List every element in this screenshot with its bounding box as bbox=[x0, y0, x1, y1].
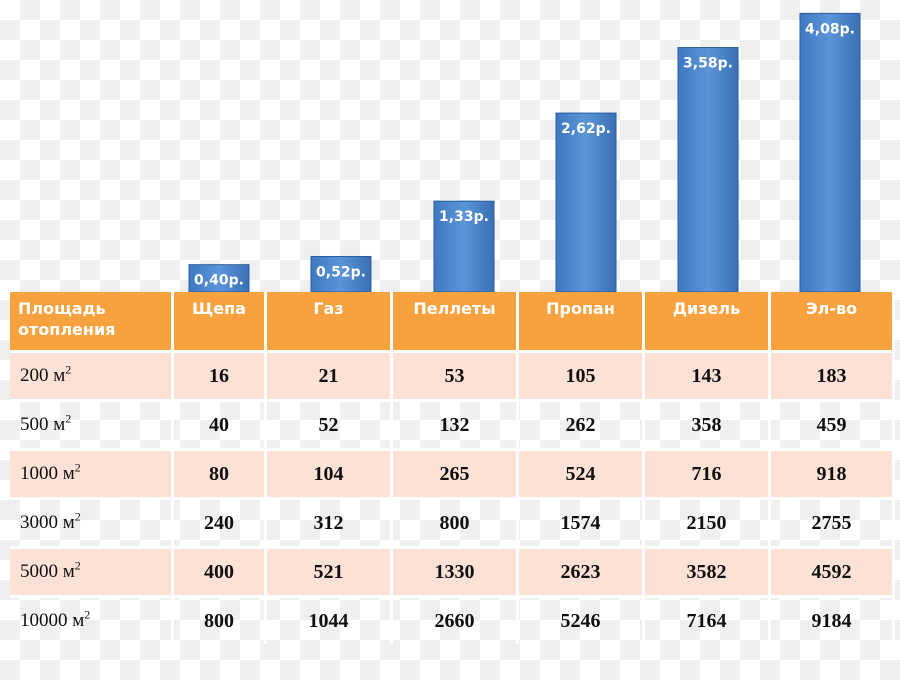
cost-cell: 262 bbox=[519, 399, 645, 448]
table-header-row: Площадь отопления Щепа Газ Пеллеты Пропан Ди… bbox=[10, 292, 895, 350]
cost-cell: 7164 bbox=[645, 595, 771, 644]
cost-cell: 1574 bbox=[519, 497, 645, 546]
cost-cell: 2660 bbox=[393, 595, 519, 644]
table-row: 200 м2 16 21 53 105 143 183 bbox=[10, 350, 895, 399]
bar-4 bbox=[555, 112, 617, 293]
cost-cell: 1330 bbox=[393, 546, 519, 595]
cost-cell: 524 bbox=[519, 448, 645, 497]
area-value: 10000 bbox=[20, 610, 73, 631]
area-value: 1000 bbox=[20, 463, 63, 484]
bar-value-label: 2,62р. bbox=[561, 121, 611, 137]
table-row: 500 м2 40 52 132 262 358 459 bbox=[10, 399, 895, 448]
cost-cell: 40 bbox=[174, 399, 267, 448]
cost-cell: 143 bbox=[645, 350, 771, 399]
cost-cell: 800 bbox=[174, 595, 267, 644]
area-unit: м bbox=[53, 365, 66, 386]
table-row: 10000 м2 800 1044 2660 5246 7164 9184 bbox=[10, 595, 895, 644]
cost-cell: 265 bbox=[393, 448, 519, 497]
cost-cell: 2755 bbox=[771, 497, 895, 546]
area-value: 500 bbox=[20, 414, 54, 435]
bar-chart: 0,40р. 0,52р. 1,33р. 2,62р. 3,58р. 4,08р. bbox=[188, 12, 861, 293]
bar-6 bbox=[799, 12, 861, 293]
area-unit: м bbox=[62, 512, 75, 533]
area-cell: 5000 м2 bbox=[10, 546, 174, 595]
cost-cell: 5246 bbox=[519, 595, 645, 644]
cost-cell: 104 bbox=[267, 448, 393, 497]
cost-cell: 358 bbox=[645, 399, 771, 448]
column-header: Газ bbox=[267, 292, 393, 350]
area-unit: м bbox=[62, 561, 75, 582]
area-unit: м bbox=[62, 463, 75, 484]
bar-value-label: 4,08р. bbox=[805, 21, 855, 37]
area-cell: 200 м2 bbox=[10, 350, 174, 399]
cost-cell: 2623 bbox=[519, 546, 645, 595]
cost-cell: 400 bbox=[174, 546, 267, 595]
area-cell: 3000 м2 bbox=[10, 497, 174, 546]
area-unit-exponent: 2 bbox=[65, 411, 72, 426]
area-cell: 500 м2 bbox=[10, 399, 174, 448]
bar-value-label: 3,58р. bbox=[683, 56, 733, 72]
cost-cell: 3582 bbox=[645, 546, 771, 595]
area-value: 200 bbox=[20, 365, 54, 386]
cost-cell: 132 bbox=[393, 399, 519, 448]
cost-cell: 52 bbox=[267, 399, 393, 448]
area-unit: м bbox=[53, 414, 66, 435]
bar-3 bbox=[433, 200, 495, 293]
bar-1 bbox=[188, 264, 250, 293]
cost-cell: 9184 bbox=[771, 595, 895, 644]
cost-cell: 105 bbox=[519, 350, 645, 399]
column-header: Дизель bbox=[645, 292, 771, 350]
area-value: 5000 bbox=[20, 561, 63, 582]
column-header: Пеллеты bbox=[393, 292, 519, 350]
area-cell: 1000 м2 bbox=[10, 448, 174, 497]
area-unit-exponent: 2 bbox=[74, 509, 81, 524]
table-row: 1000 м2 80 104 265 524 716 918 bbox=[10, 448, 895, 497]
cost-cell: 459 bbox=[771, 399, 895, 448]
cost-cell: 80 bbox=[174, 448, 267, 497]
cost-table: Площадь отопления Щепа Газ Пеллеты Пропан Ди… bbox=[10, 292, 895, 644]
bar-value-label: 1,33р. bbox=[439, 209, 489, 225]
column-header: Щепа bbox=[174, 292, 267, 350]
area-unit-exponent: 2 bbox=[84, 607, 91, 622]
cost-cell: 240 bbox=[174, 497, 267, 546]
cost-cell: 521 bbox=[267, 546, 393, 595]
area-unit-exponent: 2 bbox=[74, 558, 81, 573]
bar-value-label: 0,40р. bbox=[194, 273, 244, 289]
area-cell: 10000 м2 bbox=[10, 595, 174, 644]
area-unit: м bbox=[72, 610, 85, 631]
cost-cell: 16 bbox=[174, 350, 267, 399]
bar-2 bbox=[310, 255, 372, 293]
cost-cell: 1044 bbox=[267, 595, 393, 644]
cost-cell: 800 bbox=[393, 497, 519, 546]
cost-cell: 2150 bbox=[645, 497, 771, 546]
area-unit-exponent: 2 bbox=[65, 362, 72, 377]
column-header: Эл-во bbox=[771, 292, 895, 350]
column-header: Пропан bbox=[519, 292, 645, 350]
cost-cell: 53 bbox=[393, 350, 519, 399]
bar-value-label: 0,52р. bbox=[316, 264, 366, 280]
area-value: 3000 bbox=[20, 512, 63, 533]
area-unit-exponent: 2 bbox=[74, 460, 81, 475]
table-row: 5000 м2 400 521 1330 2623 3582 4592 bbox=[10, 546, 895, 595]
cost-cell: 4592 bbox=[771, 546, 895, 595]
corner-header: Площадь отопления bbox=[10, 292, 174, 350]
cost-cell: 312 bbox=[267, 497, 393, 546]
cost-cell: 21 bbox=[267, 350, 393, 399]
cost-cell: 716 bbox=[645, 448, 771, 497]
cost-cell: 918 bbox=[771, 448, 895, 497]
table-row: 3000 м2 240 312 800 1574 2150 2755 bbox=[10, 497, 895, 546]
bar-5 bbox=[677, 47, 739, 293]
cost-cell: 183 bbox=[771, 350, 895, 399]
